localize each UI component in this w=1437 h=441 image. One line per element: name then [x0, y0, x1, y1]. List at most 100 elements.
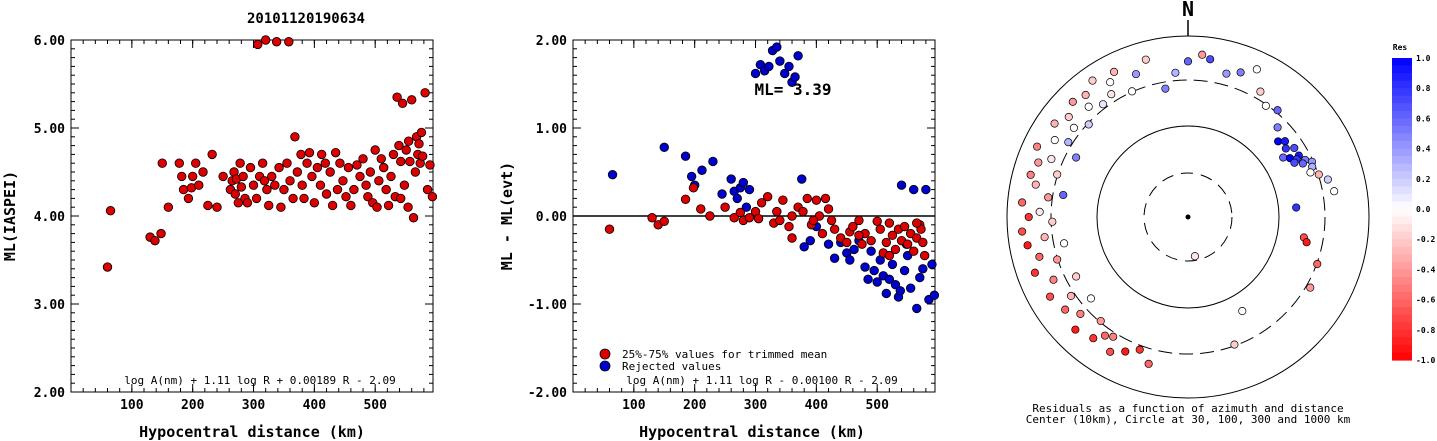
- p2-trimmed-point: [647, 213, 657, 223]
- north-label: N: [1182, 0, 1194, 21]
- polar-residual-point: [1135, 345, 1144, 354]
- polar-residual-point: [1230, 340, 1239, 349]
- p1-data-point: [253, 39, 263, 50]
- p2-trimmed-point: [829, 224, 840, 234]
- p2-rejected-point: [708, 156, 718, 167]
- p1-data-point: [417, 151, 428, 161]
- colorbar-cell: [1392, 209, 1412, 218]
- p1-data-point: [386, 171, 396, 182]
- polar-residual-point: [1050, 136, 1059, 145]
- colorbar-tick-label: 0.0: [1416, 205, 1431, 214]
- p2-xtick-label: 300: [744, 398, 768, 413]
- legend-trimmed-label: 25%-75% values for trimmed mean: [622, 348, 827, 361]
- p1-data-point: [407, 95, 417, 105]
- polar-residual-point: [1040, 233, 1049, 242]
- polar-residual-point: [1290, 143, 1299, 153]
- circle-300km: [1050, 79, 1326, 355]
- p2-rejected-point: [797, 174, 807, 184]
- p2-rejected-point: [680, 151, 691, 161]
- p2-rejected-point: [750, 68, 761, 79]
- p2-rejected-point: [863, 274, 873, 285]
- p1-data-point: [296, 149, 306, 160]
- colorbar-tick-label: 0.6: [1416, 114, 1431, 123]
- colorbar-cell: [1392, 276, 1412, 286]
- polar-residual-point: [1084, 102, 1093, 111]
- p1-data-point: [198, 167, 208, 177]
- p2-trimmed-point: [778, 195, 788, 205]
- polar-residual-point: [1026, 170, 1035, 179]
- p2-xtick-label: 500: [865, 398, 889, 413]
- p1-data-point: [425, 160, 435, 170]
- colorbar-cell: [1392, 103, 1412, 112]
- p1-data-point: [346, 200, 356, 211]
- p2-trimmed-point: [887, 230, 898, 241]
- p2-trimmed-point: [817, 228, 828, 239]
- p2-rejected-point: [921, 184, 931, 195]
- p1-data-point: [396, 156, 406, 167]
- p1-data-point: [325, 167, 335, 177]
- p1-data-point: [251, 193, 262, 204]
- p1-data-point: [290, 132, 300, 142]
- p1-data-point: [233, 198, 244, 208]
- colorbar-tick-label: 0.2: [1416, 175, 1431, 184]
- p1-xtick-label: 500: [363, 398, 387, 413]
- colorbar-cell: [1392, 239, 1412, 248]
- colorbar-cell: [1392, 118, 1412, 127]
- p1-data-point: [399, 180, 410, 190]
- polar-residual-point: [1302, 238, 1311, 247]
- colorbar-cell: [1392, 231, 1412, 240]
- p1-data-point: [332, 184, 343, 195]
- p2-trimmed-point: [884, 250, 895, 261]
- p2-trimmed-point: [753, 213, 764, 224]
- p1-data-point: [304, 147, 315, 158]
- p2-ytick-label: 2.00: [536, 34, 567, 49]
- polar-residual-point: [1190, 252, 1199, 261]
- p1-data-point: [292, 167, 303, 177]
- p2-trimmed-point: [659, 216, 669, 226]
- colorbar-cell: [1392, 261, 1412, 270]
- p1-data-point: [372, 202, 382, 212]
- colorbar-cell: [1392, 246, 1412, 255]
- polar-residual-point: [1068, 97, 1077, 106]
- p2-xtick-label: 100: [622, 398, 646, 413]
- p2-trimmed-point: [696, 204, 706, 214]
- p2-rejected-point: [905, 283, 916, 293]
- p1-data-point: [191, 158, 201, 168]
- polar-residual-point: [1252, 65, 1261, 74]
- p2-trimmed-point: [826, 215, 837, 226]
- p2-rejected-point: [860, 262, 870, 272]
- p1-data-point: [288, 193, 298, 204]
- colorbar-cell: [1392, 171, 1412, 180]
- p1-xtick-label: 100: [120, 398, 144, 413]
- p2-formula: log A(nm) + 1.11 log R - 0.00100 R - 2.0…: [626, 374, 898, 387]
- p2-rejected-point: [896, 180, 907, 190]
- p1-data-point: [271, 37, 282, 47]
- p1-data-point: [420, 88, 430, 98]
- polar-residual-point: [1069, 123, 1078, 132]
- p1-data-point: [365, 167, 376, 177]
- p1-data-point: [341, 191, 351, 202]
- p1-data-point: [396, 193, 406, 204]
- p2-rejected-point: [697, 165, 707, 175]
- polar-residual-point: [1084, 120, 1093, 129]
- p1-data-point: [157, 158, 167, 168]
- p1-xtick-label: 200: [181, 398, 205, 413]
- p2-rejected-point: [793, 51, 803, 61]
- p2-trimmed-point: [823, 204, 834, 214]
- colorbar-cell: [1392, 58, 1412, 67]
- polar-residual-point: [1018, 198, 1027, 207]
- p2-rejected-point: [717, 189, 727, 199]
- p1-data-point: [327, 200, 338, 211]
- p2-trimmed-point: [787, 211, 797, 221]
- p1-data-point: [174, 158, 184, 168]
- p2-rejected-point: [732, 193, 742, 204]
- p1-data-point: [285, 176, 295, 186]
- polar-residual-point: [1274, 137, 1283, 146]
- p1-data-point: [260, 35, 271, 45]
- p2-rejected-point: [764, 61, 774, 72]
- colorbar-ticks: 1.0 0.8 0.6 0.4 0.2 0.0 -0.2 -0.4 -0.6 -0.8 -1.0: [1416, 54, 1435, 365]
- p2-rejected-point: [890, 279, 901, 290]
- p1-data-point: [177, 171, 187, 182]
- p1-data-point: [276, 202, 286, 212]
- polar-residual-point: [1314, 170, 1323, 179]
